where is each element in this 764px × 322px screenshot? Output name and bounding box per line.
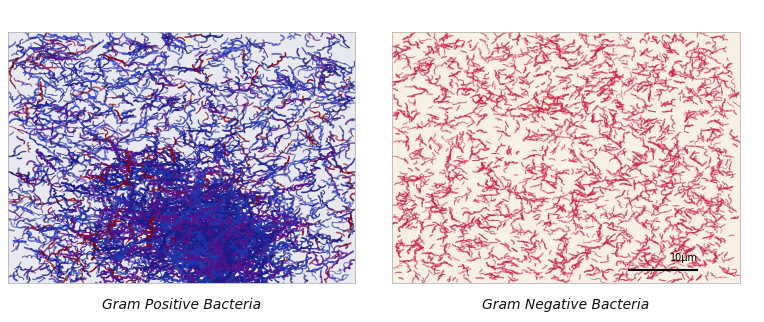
Text: Gram Positive Bacteria: Gram Positive Bacteria [102, 298, 261, 312]
Text: Gram Negative Bacteria: Gram Negative Bacteria [482, 298, 649, 312]
Text: 10μm: 10μm [669, 253, 698, 263]
